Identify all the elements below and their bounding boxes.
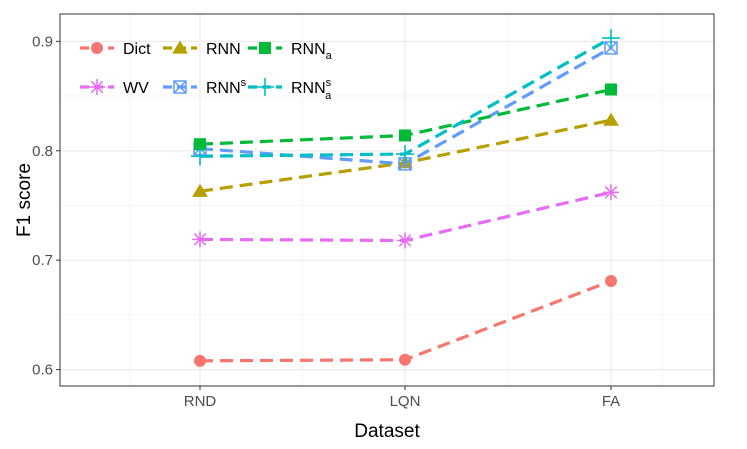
y-tick-label: 0.6 xyxy=(32,362,53,379)
plus-marker xyxy=(602,29,620,48)
x-axis-title: Dataset xyxy=(354,421,420,442)
asterisk-marker xyxy=(192,231,208,248)
legend-item: RNNs a xyxy=(248,77,332,102)
legend-label: RNN xyxy=(206,41,241,58)
x-tick-label: LQN xyxy=(390,393,421,410)
plus-marker xyxy=(191,147,209,166)
asterisk-marker xyxy=(89,79,105,95)
series-points xyxy=(191,29,620,367)
x-tick-label: RND xyxy=(184,393,217,410)
legend-item: RNNs xyxy=(163,77,247,97)
y-tick-label: 0.9 xyxy=(32,33,53,50)
y-tick-label: 0.7 xyxy=(32,252,53,269)
legend: Dict WV RNN RNNs RNNa RNNs a xyxy=(80,40,333,102)
asterisk-marker xyxy=(603,184,619,201)
square-marker xyxy=(259,42,271,54)
axes: 0.6 0.7 0.8 0.9 RND LQN FA xyxy=(32,33,620,410)
y-tick-label: 0.8 xyxy=(32,143,53,160)
square-marker xyxy=(399,129,411,142)
square-marker xyxy=(194,138,206,151)
legend-label: WV xyxy=(123,80,149,97)
legend-label: Dict xyxy=(123,41,151,58)
circle-marker xyxy=(91,42,103,54)
circle-marker xyxy=(194,354,206,367)
square-cross-marker xyxy=(173,80,187,94)
asterisk-marker xyxy=(397,232,413,249)
legend-item: RNNa xyxy=(248,41,333,62)
legend-item: WV xyxy=(80,79,149,97)
legend-item: Dict xyxy=(80,41,151,58)
triangle-marker xyxy=(603,112,619,126)
triangle-marker xyxy=(192,183,208,197)
y-axis-title: F1 score xyxy=(14,163,35,237)
circle-marker xyxy=(605,274,617,287)
legend-item: RNN xyxy=(163,40,241,58)
triangle-marker xyxy=(172,40,188,54)
plot-panel-border xyxy=(59,13,715,387)
legend-label: RNNs a xyxy=(291,77,332,102)
plus-marker xyxy=(256,78,274,96)
plus-marker xyxy=(396,145,414,164)
legend-label: RNNs xyxy=(206,77,247,97)
legend-label: RNNa xyxy=(291,41,333,62)
x-tick-label: FA xyxy=(602,393,620,410)
circle-marker xyxy=(399,353,411,366)
square-marker xyxy=(605,83,617,96)
square-cross-marker xyxy=(398,157,412,171)
